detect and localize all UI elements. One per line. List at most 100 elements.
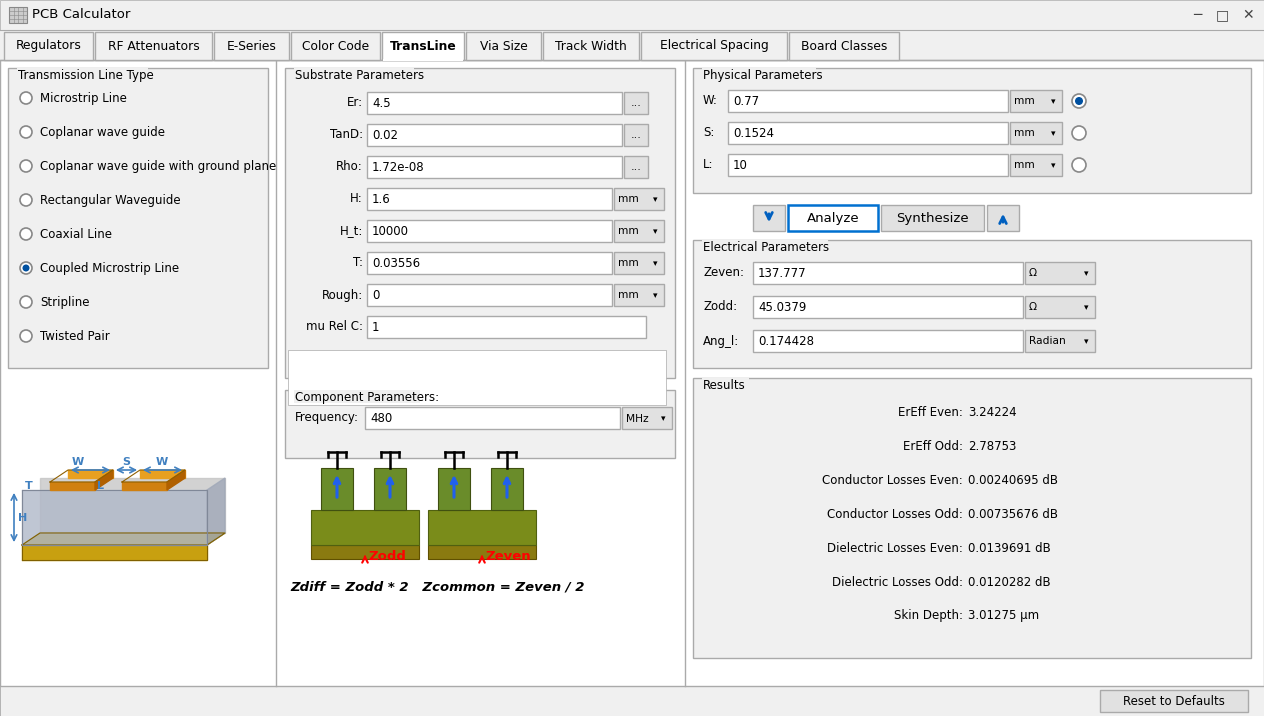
Bar [428,510,536,545]
Bar [544,32,640,60]
Bar [0,0,1264,30]
Bar [1025,330,1095,352]
Circle shape [1072,126,1086,140]
Text: T:: T: [353,256,363,269]
Bar [0,30,1264,60]
Text: T: T [25,481,33,491]
Bar [16,68,148,81]
Bar [367,124,622,146]
Bar [702,240,828,253]
Bar [466,32,541,60]
Bar [881,205,983,231]
Bar [728,122,1007,144]
Bar [1010,90,1062,112]
Bar [622,407,672,429]
Text: 10000: 10000 [372,225,410,238]
Bar [374,468,406,510]
Text: Er:: Er: [346,97,363,110]
Text: Coaxial Line: Coaxial Line [40,228,112,241]
Bar [95,32,212,60]
Text: Zdiff = Zodd * 2   Zcommon = Zeven / 2: Zdiff = Zodd * 2 Zcommon = Zeven / 2 [289,580,584,593]
Text: Coupled Microstrip Line: Coupled Microstrip Line [40,262,179,275]
Text: ▾: ▾ [652,291,657,301]
Text: mu Rel C:: mu Rel C: [306,321,363,334]
Text: Via Size: Via Size [479,39,527,52]
Polygon shape [68,470,112,478]
Bar [753,205,785,231]
Text: ErEff Even:: ErEff Even: [899,405,963,418]
Text: ▾: ▾ [652,259,657,268]
Bar [295,390,420,403]
Text: mm: mm [618,226,638,236]
Bar [624,156,648,178]
Text: Analyze: Analyze [806,212,860,225]
Text: Radian: Radian [1029,337,1066,347]
Text: Transmission Line Type: Transmission Line Type [18,69,154,82]
Circle shape [23,264,29,271]
Bar [8,68,268,368]
Bar [614,220,664,242]
Bar [1010,122,1062,144]
Text: 480: 480 [370,412,392,425]
Text: H: H [18,513,28,523]
Polygon shape [95,470,112,490]
Text: 1.72e-08: 1.72e-08 [372,161,425,174]
Text: Rough:: Rough: [322,289,363,301]
Text: Ω: Ω [1029,302,1036,312]
Bar [702,378,750,391]
Text: 0.00735676 dB: 0.00735676 dB [968,508,1058,521]
Text: 0.1524: 0.1524 [733,127,774,140]
Bar [291,32,380,60]
Circle shape [1074,97,1083,105]
Text: 0.02: 0.02 [372,129,398,142]
Text: Electrical Spacing: Electrical Spacing [660,39,769,52]
Bar [1025,262,1095,284]
Text: S: S [123,457,130,467]
Text: mm: mm [618,291,638,301]
Text: TransLine: TransLine [389,39,456,52]
Bar [382,32,464,60]
Circle shape [20,160,32,172]
Bar [295,68,415,81]
Bar [311,545,418,559]
Text: 0.03556: 0.03556 [372,257,420,270]
Bar [693,68,1251,193]
Text: ErEff Odd:: ErEff Odd: [902,440,963,453]
Bar [383,59,463,61]
Text: 0.174428: 0.174428 [758,335,814,348]
Text: MHz: MHz [626,414,648,423]
Circle shape [20,330,32,342]
Bar [4,32,94,60]
Bar [284,68,675,378]
Polygon shape [21,533,225,545]
Text: W: W [155,457,168,467]
Text: ▾: ▾ [1083,304,1088,312]
Bar [702,68,817,81]
Text: 3.24224: 3.24224 [968,405,1016,418]
Polygon shape [40,478,225,533]
Bar [490,468,523,510]
Text: 137.777: 137.777 [758,267,806,280]
Bar [753,262,1023,284]
Text: Track Width: Track Width [555,39,627,52]
Text: 1.6: 1.6 [372,193,391,206]
Text: ▾: ▾ [1083,269,1088,279]
Bar [789,32,899,60]
Bar [367,284,612,306]
Polygon shape [51,482,95,490]
Text: Twisted Pair: Twisted Pair [40,330,110,343]
Bar [987,205,1019,231]
Text: Frequency:: Frequency: [295,412,359,425]
Bar [9,7,27,23]
Bar [1010,154,1062,176]
Polygon shape [167,470,185,490]
Text: L: L [96,481,104,491]
Bar [787,205,878,231]
Bar [614,252,664,274]
Bar [0,686,1264,716]
Text: Stripline: Stripline [40,296,90,309]
Text: S:: S: [703,127,714,140]
Text: 0.0120282 dB: 0.0120282 dB [968,576,1050,589]
Text: 10: 10 [733,159,748,172]
Bar [367,92,622,114]
